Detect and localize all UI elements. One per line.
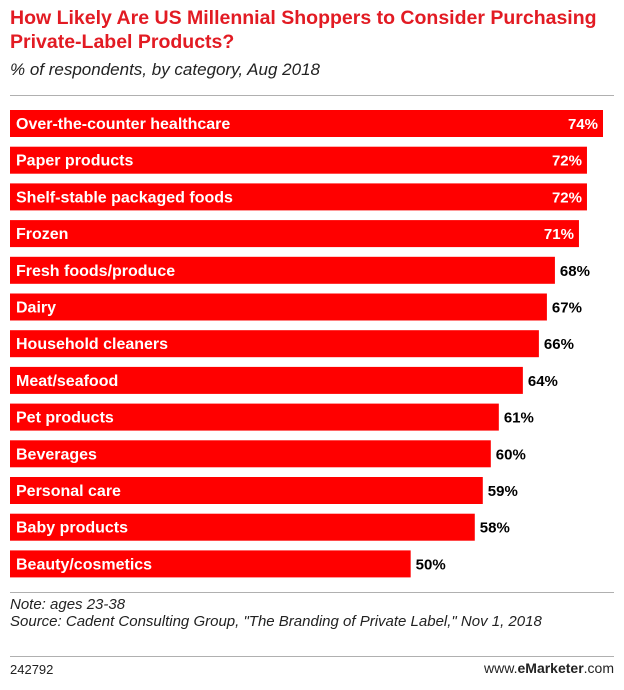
bar	[10, 513, 475, 541]
chart-title: How Likely Are US Millennial Shoppers to…	[10, 7, 597, 53]
bar	[10, 550, 411, 578]
bar	[10, 256, 555, 284]
category-label: Paper products	[16, 153, 133, 170]
bar-row: Meat/seafood 64%	[10, 366, 558, 394]
value-label: 71%	[544, 226, 574, 243]
value-label: 72%	[552, 189, 582, 206]
footer-divider	[10, 656, 614, 657]
bar	[10, 146, 587, 174]
category-label: Household cleaners	[16, 336, 168, 353]
brand-prefix: www.	[484, 660, 518, 676]
category-label: Beauty/cosmetics	[16, 556, 152, 573]
note-text: Note: ages 23-38	[10, 596, 126, 613]
value-label: 59%	[488, 483, 518, 500]
value-label: 66%	[544, 336, 574, 353]
bar	[10, 293, 547, 321]
bar	[10, 220, 579, 248]
category-label: Over-the-counter healthcare	[16, 116, 230, 133]
bar	[10, 403, 499, 431]
chart-subtitle: % of respondents, by category, Aug 2018	[10, 60, 320, 79]
bar	[10, 110, 603, 137]
bar-chart: Over-the-counter healthcare 74% Paper prod…	[10, 110, 603, 578]
bar-row: Pet products 61%	[10, 403, 534, 431]
bar	[10, 183, 587, 211]
bar	[10, 330, 539, 358]
bar-row: Baby products 58%	[10, 513, 510, 541]
value-label: 72%	[552, 153, 582, 170]
bar	[10, 477, 483, 504]
source-text: Source: Cadent Consulting Group, "The Br…	[10, 613, 542, 630]
value-label: 67%	[552, 300, 582, 317]
category-label: Shelf-stable packaged foods	[16, 189, 233, 206]
bar-row: Household cleaners 66%	[10, 330, 574, 358]
bar-row: Frozen 71%	[10, 220, 579, 248]
bar-row: Fresh foods/produce 68%	[10, 256, 590, 284]
top-divider	[10, 95, 614, 96]
value-label: 68%	[560, 263, 590, 280]
value-label: 50%	[416, 556, 446, 573]
brand-logo: www.eMarketer.com	[484, 660, 614, 676]
category-label: Beverages	[16, 446, 97, 463]
bar-row: Shelf-stable packaged foods 72%	[10, 183, 587, 211]
category-label: Pet products	[16, 410, 114, 427]
value-label: 61%	[504, 410, 534, 427]
chart-id: 242792	[10, 662, 54, 677]
notes-divider	[10, 592, 614, 593]
value-label: 74%	[568, 116, 598, 133]
bar	[10, 440, 491, 468]
category-label: Fresh foods/produce	[16, 263, 175, 280]
value-label: 60%	[496, 446, 526, 463]
brand-e: e	[517, 660, 526, 676]
category-label: Dairy	[16, 300, 56, 317]
bar-row: Over-the-counter healthcare 74%	[10, 110, 603, 137]
bar-row: Beauty/cosmetics 50%	[10, 550, 446, 578]
value-label: 58%	[480, 520, 510, 537]
brand-name: Marketer	[525, 660, 584, 676]
bar-row: Beverages 60%	[10, 440, 526, 468]
bar	[10, 366, 523, 394]
bar-row: Paper products 72%	[10, 146, 587, 174]
notes-block: Note: ages 23-38 Source: Cadent Consulti…	[10, 596, 614, 630]
value-label: 64%	[528, 373, 558, 390]
brand-suffix: .com	[583, 660, 614, 676]
category-label: Baby products	[16, 520, 128, 537]
bar-row: Personal care 59%	[10, 477, 518, 504]
category-label: Personal care	[16, 483, 121, 500]
bar-row: Dairy 67%	[10, 293, 582, 321]
category-label: Frozen	[16, 226, 68, 243]
category-label: Meat/seafood	[16, 373, 118, 390]
